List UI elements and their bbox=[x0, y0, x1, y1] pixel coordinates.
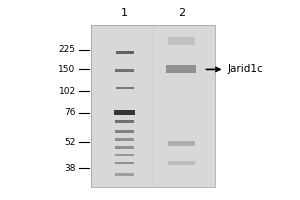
Bar bbox=[91, 25, 215, 187]
Bar bbox=[115, 146, 134, 149]
Text: 1: 1 bbox=[121, 8, 128, 18]
Text: 150: 150 bbox=[58, 65, 76, 74]
Bar bbox=[115, 130, 134, 133]
Text: 102: 102 bbox=[58, 87, 76, 96]
Bar bbox=[91, 25, 215, 187]
Bar bbox=[168, 141, 195, 146]
Bar bbox=[115, 69, 134, 72]
Bar bbox=[116, 87, 134, 89]
Bar bbox=[115, 154, 134, 156]
Text: 2: 2 bbox=[178, 8, 185, 18]
Text: 225: 225 bbox=[59, 45, 76, 54]
Text: 52: 52 bbox=[64, 138, 76, 147]
Text: 76: 76 bbox=[64, 108, 76, 117]
Bar bbox=[116, 51, 134, 54]
Bar bbox=[115, 120, 134, 123]
Bar bbox=[115, 138, 134, 141]
Bar bbox=[115, 173, 134, 176]
Bar bbox=[168, 37, 195, 45]
Bar bbox=[166, 65, 196, 73]
Bar bbox=[168, 161, 195, 165]
Text: 38: 38 bbox=[64, 164, 76, 173]
Bar bbox=[115, 162, 134, 164]
Bar bbox=[114, 110, 135, 115]
Text: Jarid1c: Jarid1c bbox=[206, 64, 263, 74]
